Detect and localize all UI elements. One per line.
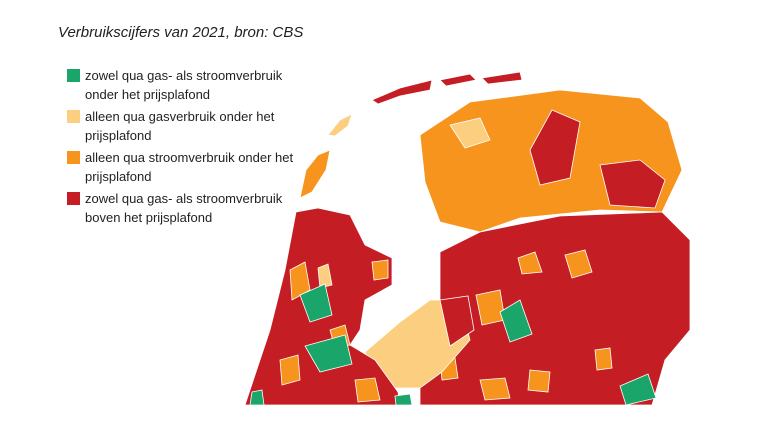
legend-swatch xyxy=(67,192,80,205)
legend-label: zowel qua gas- als stroomverbruik onder … xyxy=(85,68,283,102)
region xyxy=(449,117,491,149)
legend-label: zowel qua gas- als stroomverbruik boven … xyxy=(85,191,283,225)
legend-item: alleen qua gasverbruik onder het prijspl… xyxy=(67,107,307,145)
legend-label: alleen qua gasverbruik onder het prijspl… xyxy=(85,109,275,143)
region xyxy=(594,347,613,371)
region xyxy=(479,377,511,401)
region xyxy=(304,334,353,373)
region xyxy=(354,377,381,403)
region xyxy=(619,373,657,406)
region xyxy=(439,73,477,87)
region xyxy=(529,109,581,186)
region xyxy=(279,354,301,386)
legend-swatch xyxy=(67,110,80,123)
region xyxy=(564,249,593,279)
region xyxy=(599,159,666,209)
region xyxy=(299,149,331,199)
legend-item: zowel qua gas- als stroomverbruik onder … xyxy=(67,66,307,104)
legend-item: zowel qua gas- als stroomverbruik boven … xyxy=(67,189,307,227)
region xyxy=(289,261,311,301)
region xyxy=(317,263,333,289)
legend-item: alleen qua stroomverbruik onder het prij… xyxy=(67,148,307,186)
region xyxy=(439,295,475,347)
region xyxy=(299,283,333,323)
region xyxy=(517,251,543,275)
region xyxy=(527,369,551,393)
region xyxy=(481,71,523,85)
region xyxy=(394,393,413,406)
region xyxy=(249,389,265,406)
region xyxy=(327,113,353,137)
legend-label: alleen qua stroomverbruik onder het prij… xyxy=(85,150,294,184)
map-title: Verbruikscijfers van 2021, bron: CBS xyxy=(58,24,304,41)
legend: zowel qua gas- als stroomverbruik onder … xyxy=(67,66,307,230)
region xyxy=(371,79,433,105)
region xyxy=(499,299,533,343)
legend-swatch xyxy=(67,151,80,164)
region xyxy=(371,259,389,281)
legend-swatch xyxy=(67,69,80,82)
